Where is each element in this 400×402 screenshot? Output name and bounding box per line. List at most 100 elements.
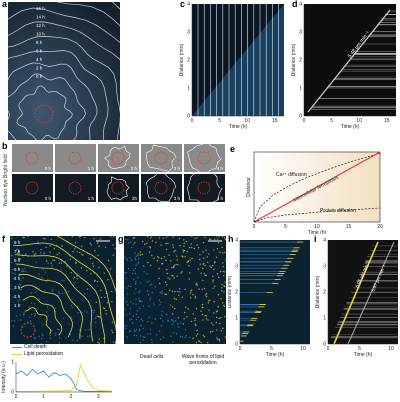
cell-dot [216,236,218,237]
cell-dot [148,316,150,319]
axis-d-y-tick: 1 [299,86,302,92]
cell-dot [200,341,202,344]
contour-line [8,62,98,140]
cell-dot [207,261,209,263]
axis-f-y-tick: 1 [11,360,14,366]
cell-dot [189,259,191,261]
axis-i-y-tick: 2 [323,290,326,296]
cell-dot [12,325,15,327]
origin-circle [25,151,39,165]
cell-dot [202,263,204,265]
cell-dot [20,279,22,282]
legend-swatch-cell-death [12,346,22,349]
cell-dot [184,336,186,339]
cell-dot [49,245,51,247]
cell-dot [81,245,83,247]
time-label: 8 h [14,240,21,245]
cell-dot [136,254,139,257]
cell-dot [216,238,219,240]
cell-dot [126,336,128,338]
series-line [16,363,113,392]
cell-dot [176,259,178,261]
cell-dot [173,277,175,279]
cell-dot [149,328,152,330]
cell-dot [172,341,174,343]
cell-dot [172,236,174,238]
time-label: 1 h [14,303,21,308]
cell-dot [199,263,201,265]
cell-dot [30,313,33,316]
cell-dot [49,334,51,337]
cell-dot [76,251,78,253]
cell-dot [223,304,225,307]
panel-letter-c: c [180,0,186,9]
image-tile [141,144,182,172]
cell-dot [146,242,148,244]
cell-dot [153,304,155,306]
cell-dot [195,308,198,310]
cell-dot [213,262,216,264]
origin-circle [68,151,82,165]
cell-dot [132,243,134,245]
axis-h-y-tick: 0 [235,342,238,348]
origin-circle [111,151,125,165]
cell-dot [179,244,181,247]
cell-dot [10,284,11,286]
axis-c-x-tick: 5 [218,118,221,124]
cell-dot [223,271,226,273]
cell-dot [95,321,97,324]
cell-dot [111,301,113,303]
axis-f-x-tick: 2 [69,394,72,400]
cell-dot [175,333,178,335]
cell-dot [38,335,40,338]
cell-dot [19,299,21,301]
cell-dot [218,338,221,341]
cell-dot [42,323,44,325]
cell-dot [196,244,198,246]
cell-dot [75,262,77,265]
panel-d: d 5.48 μm min⁻¹ 0 1 2 3 4 0 5 10 15 Distance (mm)… [290,0,400,142]
label-wave-fronts: Wave fronts of lipid peroxidation [181,354,225,366]
cell-dot [15,315,18,317]
cell-dot [173,265,175,268]
cell-dot [179,336,182,338]
cell-dot [160,301,162,304]
cell-dot [113,236,115,238]
cell-dot [99,238,101,240]
cell-dot [183,239,185,241]
cell-dot [35,261,37,263]
cell-dot [222,270,224,273]
time-label: 16 h [36,6,45,11]
cell-dot [205,315,208,317]
cell-dot [135,259,137,261]
cell-dot [205,295,208,298]
cell-dot [202,242,205,244]
cell-dot [151,322,153,324]
cell-dot [19,288,21,291]
cell-dot [194,317,197,320]
cell-dot [154,286,157,288]
cell-dot [225,259,226,261]
cell-dot [99,316,101,318]
cell-dot [187,308,189,310]
cell-dot [193,247,196,250]
cell-dot [135,264,137,266]
cell-dot [82,254,84,256]
cell-dot [196,237,198,239]
axis-h-y-tick: 2 [235,290,238,296]
cell-dot [181,336,184,338]
cell-dot [202,267,204,270]
legend-item-lipid: Lipid peroxidation [12,351,112,358]
cell-dot [133,278,135,281]
cell-dot [174,249,176,252]
cell-dot [51,329,53,332]
legend-swatch-lipid [12,353,22,356]
panel-letter-h: h [228,234,234,244]
wave-front [13,242,116,344]
cell-dot [129,319,131,321]
cell-dot [158,267,160,270]
cell-dot [148,251,151,253]
cell-dot [37,241,39,243]
cell-dot [18,268,21,270]
cell-dot [213,300,215,303]
